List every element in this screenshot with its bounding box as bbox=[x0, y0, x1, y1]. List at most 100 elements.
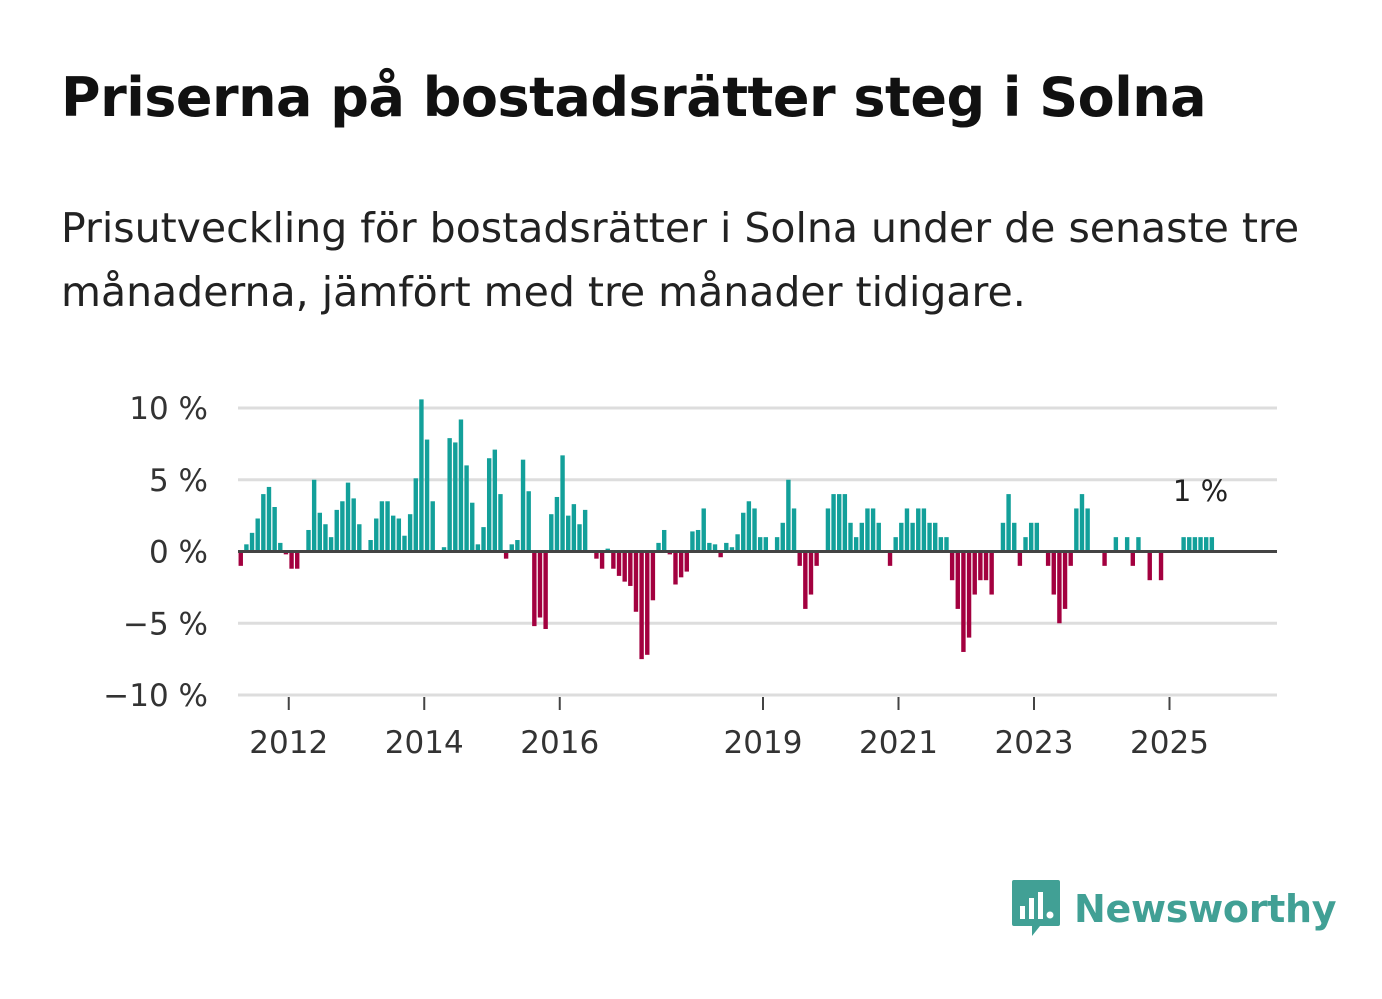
bar bbox=[1079, 494, 1085, 552]
bar bbox=[1012, 522, 1017, 552]
y-tick-label: 5 % bbox=[149, 463, 208, 499]
bar bbox=[407, 514, 413, 552]
bar bbox=[323, 524, 328, 552]
bar bbox=[1034, 522, 1040, 552]
bar bbox=[272, 507, 277, 552]
bar bbox=[961, 551, 966, 652]
bar bbox=[543, 551, 548, 629]
bar bbox=[983, 551, 989, 581]
bar bbox=[916, 508, 921, 552]
bar bbox=[374, 518, 379, 552]
bar bbox=[842, 494, 848, 552]
bar bbox=[419, 399, 424, 552]
bar bbox=[1136, 537, 1141, 552]
bar bbox=[752, 508, 757, 552]
bar bbox=[1045, 551, 1051, 566]
bar bbox=[1000, 522, 1006, 552]
bar bbox=[1130, 551, 1135, 566]
x-tick-label: 2014 bbox=[385, 725, 464, 761]
bar bbox=[368, 540, 373, 552]
bar bbox=[340, 501, 345, 552]
bar bbox=[774, 537, 780, 552]
bar bbox=[645, 551, 650, 655]
bar bbox=[447, 438, 452, 552]
bar bbox=[611, 551, 616, 569]
bar bbox=[486, 458, 492, 552]
bar bbox=[453, 442, 458, 552]
bar bbox=[424, 439, 430, 552]
bar bbox=[1198, 537, 1203, 552]
bar bbox=[825, 508, 831, 552]
grid-lines bbox=[238, 406, 1277, 697]
bar bbox=[1181, 537, 1186, 552]
bar bbox=[537, 551, 543, 618]
bar bbox=[786, 479, 791, 552]
bar bbox=[622, 551, 627, 582]
bar bbox=[549, 514, 554, 552]
chart-title: Priserna på bostadsrätter steg i Solna bbox=[61, 66, 1207, 129]
bar bbox=[255, 518, 260, 552]
bar bbox=[989, 551, 994, 595]
bar-series bbox=[238, 399, 1215, 660]
axes bbox=[238, 550, 1277, 710]
bar bbox=[1187, 537, 1192, 552]
bar bbox=[1158, 551, 1164, 581]
bar bbox=[859, 522, 864, 552]
bar bbox=[413, 478, 418, 552]
bar bbox=[757, 537, 763, 552]
bar bbox=[481, 527, 486, 552]
x-tick-label: 2025 bbox=[1130, 725, 1209, 761]
bar bbox=[379, 501, 385, 552]
bar bbox=[357, 524, 362, 552]
bar bbox=[1124, 537, 1130, 552]
bar bbox=[278, 542, 283, 552]
bar bbox=[351, 498, 356, 552]
bar bbox=[1068, 551, 1073, 566]
bar bbox=[853, 537, 859, 552]
bar bbox=[266, 486, 272, 552]
bar bbox=[870, 508, 876, 552]
bar bbox=[1006, 494, 1011, 552]
bar bbox=[430, 501, 435, 552]
bar bbox=[244, 544, 249, 552]
newsworthy-logo-icon bbox=[1012, 880, 1060, 936]
bar bbox=[848, 522, 853, 552]
bar bbox=[695, 529, 701, 552]
tick-labels: 10 % 5 % 0 % −5 % −10 % 2012 2014 2016 2019 2021 2… bbox=[103, 391, 1228, 761]
bar bbox=[328, 537, 334, 552]
bar bbox=[938, 537, 944, 552]
bar bbox=[554, 496, 560, 552]
bar bbox=[837, 494, 842, 552]
bar bbox=[1057, 551, 1062, 624]
bar bbox=[311, 479, 317, 552]
bar bbox=[639, 551, 644, 660]
bar bbox=[560, 455, 565, 552]
bar bbox=[1147, 551, 1152, 581]
bar bbox=[712, 544, 718, 552]
x-tick-label: 2019 bbox=[724, 725, 803, 761]
bar bbox=[289, 551, 294, 569]
bar bbox=[729, 547, 735, 552]
bar bbox=[673, 551, 678, 585]
bar bbox=[1051, 551, 1056, 595]
bar bbox=[978, 551, 983, 581]
bar bbox=[566, 515, 571, 552]
bar bbox=[1192, 537, 1198, 552]
bar bbox=[718, 551, 723, 558]
bar bbox=[803, 551, 808, 609]
bar bbox=[741, 512, 746, 552]
bar bbox=[317, 512, 322, 552]
bar bbox=[1017, 551, 1023, 566]
bar bbox=[261, 494, 266, 552]
bar bbox=[650, 551, 656, 601]
bar bbox=[306, 529, 311, 552]
bar bbox=[831, 494, 836, 552]
bar bbox=[571, 504, 577, 552]
bar bbox=[582, 509, 588, 552]
bar bbox=[865, 508, 870, 552]
bar bbox=[1028, 522, 1034, 552]
bar bbox=[1102, 551, 1107, 566]
bar bbox=[746, 501, 752, 552]
bar bbox=[470, 502, 475, 552]
bar-chart: 10 % 5 % 0 % −5 % −10 % 2012 2014 2016 2019 2021 2… bbox=[103, 391, 1277, 761]
